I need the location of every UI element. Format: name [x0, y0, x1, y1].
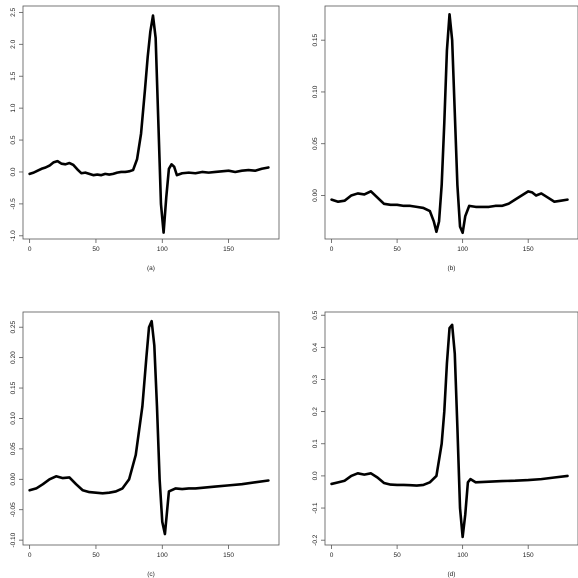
series-line: [28, 14, 270, 234]
y-tick-label: 0.5: [312, 310, 319, 319]
y-tick-label: 0.4: [312, 342, 319, 351]
y-tick-label: 1.5: [10, 71, 17, 80]
y-tick-label: -0.5: [10, 198, 17, 210]
y-tick-label: -0.05: [10, 502, 17, 517]
plot-frame: [22, 311, 280, 546]
series-line: [330, 12, 569, 235]
panel-caption: (b): [448, 265, 456, 272]
y-tick-label: 0.0: [312, 471, 319, 480]
x-tick-label: 50: [393, 246, 401, 253]
x-tick-label: 100: [457, 246, 468, 253]
panel-caption: (a): [147, 265, 155, 272]
y-tick-label: 0.20: [10, 351, 17, 364]
y-tick-label: -1.0: [10, 230, 17, 242]
chart-panel-3: 0 50 100 150 -0.10 -0.05 0.00 0.05 0.10 0.15 0.20 0…: [10, 311, 280, 578]
y-tick-label: 0.3: [312, 375, 319, 384]
x-tick-label: 150: [223, 552, 234, 559]
y-tick-label: -0.1: [312, 502, 319, 514]
x-tick-label: 100: [457, 552, 468, 559]
x-tick-label: 150: [223, 246, 234, 253]
y-tick-label: 0.05: [10, 442, 17, 455]
x-tick-label: 50: [92, 246, 100, 253]
plot-frame: [324, 5, 578, 240]
series-line: [330, 323, 569, 539]
y-tick-label: 1.0: [10, 103, 17, 112]
y-tick-label: 2.5: [10, 7, 17, 16]
y-tick-label: 0.15: [312, 33, 319, 46]
x-tick-label: 150: [523, 246, 534, 253]
y-tick-label: 0.10: [312, 85, 319, 98]
y-tick-label: 0.25: [10, 321, 17, 334]
x-tick-label: 0: [330, 246, 334, 253]
y-tick-label: 0.0: [10, 167, 17, 176]
x-tick-label: 150: [523, 552, 534, 559]
panel-caption: (c): [147, 571, 155, 578]
y-tick-label: 0.00: [10, 473, 17, 486]
chart-panel-4: 0 50 100 150 -0.2 -0.1 0.0 0.1 0.2 0.3 0.4 0.5 (d): [312, 310, 578, 578]
plot-frame: [22, 5, 280, 240]
y-tick-label: 0.00: [312, 189, 319, 202]
y-tick-label: 0.15: [10, 381, 17, 394]
chart-panel-1: 0 50 100 150 -1.0 -0.5 0.0 0.5 1.0 1.5 2.0 2.5 (a): [10, 5, 280, 272]
x-tick-label: 100: [157, 246, 168, 253]
y-tick-label: 0.5: [10, 135, 17, 144]
series-line: [28, 319, 270, 536]
x-tick-label: 50: [393, 552, 401, 559]
y-tick-label: 2.0: [10, 39, 17, 48]
x-tick-label: 100: [157, 552, 168, 559]
x-tick-label: 0: [28, 246, 32, 253]
chart-panel-2: 0 50 100 150 0.00 0.05 0.10 0.15 (b): [312, 5, 578, 272]
y-tick-label: -0.2: [312, 534, 319, 546]
y-tick-label: 0.2: [312, 407, 319, 416]
x-tick-label: 0: [28, 552, 32, 559]
plot-frame: [324, 311, 578, 546]
y-tick-label: 0.10: [10, 412, 17, 425]
y-tick-label: 0.05: [312, 137, 319, 150]
x-tick-label: 50: [92, 552, 100, 559]
x-tick-label: 0: [330, 552, 334, 559]
panel-caption: (d): [448, 571, 456, 578]
y-tick-label: -0.10: [10, 532, 17, 547]
y-tick-label: 0.1: [312, 439, 319, 448]
